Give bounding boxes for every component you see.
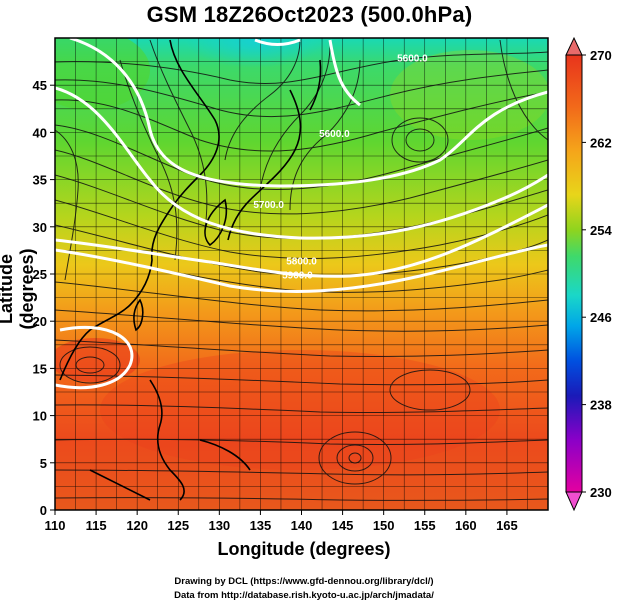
coastlines [59, 39, 322, 501]
colorbar-tick-label: 270 [590, 48, 612, 63]
x-tick-label: 160 [455, 518, 477, 533]
geopotential-contours [55, 38, 548, 390]
y-tick-label: 20 [33, 314, 47, 329]
x-tick-label: 145 [332, 518, 354, 533]
x-axis-ticks: 110 115 120 125 130 135 140 145 150 155 160 165 [45, 510, 518, 533]
colorbar-top-triangle [565, 36, 583, 56]
x-tick-label: 150 [373, 518, 395, 533]
contour-label: 5600.0 [319, 129, 350, 140]
contour-labels: 5600.0 5800.0 5900.0 5600.0 5700.0 [253, 54, 428, 282]
colorbar-tick-label: 246 [590, 310, 612, 325]
y-tick-label: 40 [33, 125, 47, 140]
x-tick-label: 140 [291, 518, 313, 533]
x-tick-label: 165 [496, 518, 518, 533]
credit-line-1: Drawing by DCL (https://www.gfd-dennou.o… [174, 576, 434, 587]
colorbar-tick-label: 238 [590, 398, 612, 413]
contour-label: 5600.0 [397, 54, 428, 65]
colorbar-tick-label: 230 [590, 485, 612, 500]
x-tick-label: 130 [208, 518, 230, 533]
y-axis-ticks: 0 5 10 15 20 25 30 35 40 45 [33, 78, 55, 518]
colorbar-body [565, 54, 583, 493]
y-tick-label: 0 [40, 503, 47, 518]
colorbar-bottom-triangle [565, 491, 583, 512]
contour-label: 5700.0 [253, 200, 284, 211]
y-tick-label: 10 [33, 409, 47, 424]
x-tick-label: 115 [86, 518, 107, 533]
contour-label: 5900.0 [282, 271, 313, 282]
page-title: GSM 18Z26Oct2023 (500.0hPa) [146, 2, 473, 27]
x-tick-label: 155 [414, 518, 436, 533]
colorbar-ticks: 270 262 254 246 238 230 [582, 48, 612, 500]
y-tick-label: 30 [33, 220, 47, 235]
y-tick-label: 45 [33, 78, 47, 93]
x-tick-label: 125 [167, 518, 189, 533]
y-tick-label: 5 [40, 456, 47, 471]
y-tick-label: 35 [33, 173, 47, 188]
y-axis-title: Latitude (degrees) [0, 248, 37, 330]
x-tick-label: 110 [45, 518, 66, 533]
x-tick-label: 120 [126, 518, 148, 533]
credit-line-2: Data from http://database.rish.kyoto-u.a… [174, 590, 434, 601]
colorbar-tick-label: 262 [590, 135, 612, 150]
colorbar-tick-label: 254 [590, 223, 612, 238]
y-tick-label: 15 [33, 361, 47, 376]
contour-label: 5800.0 [286, 257, 317, 268]
x-tick-label: 135 [250, 518, 272, 533]
x-axis-title: Longitude (degrees) [217, 539, 391, 559]
y-tick-label: 25 [33, 267, 47, 282]
colorbar: 270 262 254 246 238 230 [565, 36, 612, 512]
